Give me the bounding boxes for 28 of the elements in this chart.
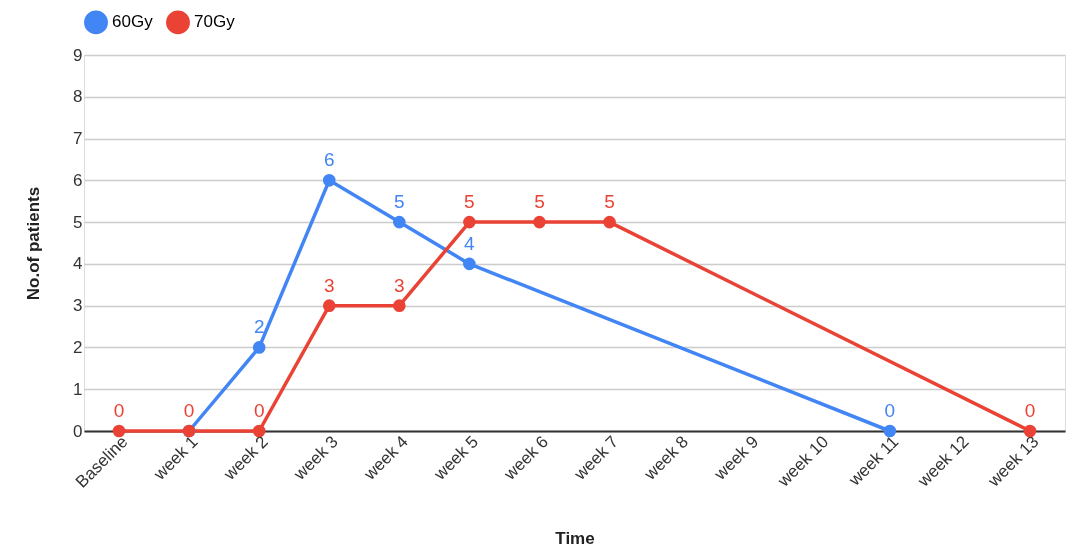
- y-tick-label: 7: [73, 129, 83, 149]
- y-tick-label: 0: [73, 421, 83, 441]
- data-label: 0: [183, 400, 195, 421]
- data-label: 4: [464, 232, 476, 254]
- x-axis-title: Time: [555, 528, 595, 548]
- y-tick-label: 9: [73, 45, 83, 65]
- y-tick-label: 6: [73, 170, 83, 190]
- data-label: 6: [323, 149, 335, 171]
- data-label: 0: [113, 400, 125, 421]
- y-tick-label: 1: [73, 379, 83, 399]
- y-tick-label: 8: [73, 87, 83, 107]
- data-label: 5: [534, 191, 545, 213]
- data-label: 5: [394, 191, 405, 213]
- y-tick-label: 2: [73, 337, 83, 357]
- legend-label: 60Gy: [112, 12, 154, 32]
- data-label: 5: [464, 191, 475, 213]
- y-axis-title: No.of patients: [24, 186, 44, 301]
- data-label: 0: [253, 400, 265, 421]
- data-label: 3: [394, 274, 405, 296]
- y-tick-label: 3: [73, 296, 83, 316]
- y-tick-label: 4: [73, 254, 83, 274]
- legend-label: 70Gy: [194, 12, 236, 32]
- y-tick-label: 5: [73, 212, 83, 232]
- data-label: 5: [604, 191, 615, 213]
- data-label: 0: [884, 400, 896, 421]
- data-label: 3: [323, 274, 335, 296]
- data-label: 2: [253, 316, 265, 338]
- data-label: 0: [1024, 400, 1036, 421]
